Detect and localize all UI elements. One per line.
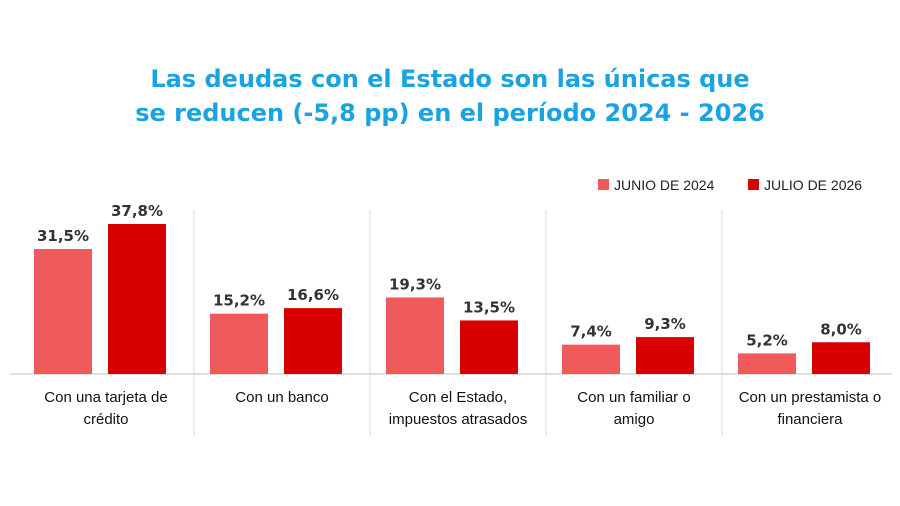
bar (108, 224, 166, 374)
chart-title: Las deudas con el Estado son las únicas … (0, 62, 900, 130)
legend-label: JUNIO DE 2024 (614, 177, 715, 193)
bar (812, 342, 870, 374)
bar (738, 353, 796, 374)
data-label: 31,5% (37, 227, 89, 245)
chart-title-line-1: Las deudas con el Estado son las únicas … (150, 65, 750, 93)
legend-swatch (748, 179, 759, 190)
bar (636, 337, 694, 374)
category-label: Con el Estado, (409, 389, 507, 406)
category-label: crédito (83, 411, 128, 428)
category-label: Con un familiar o (577, 389, 690, 406)
data-label: 7,4% (570, 323, 612, 341)
category-label: impuestos atrasados (389, 411, 527, 428)
bar (460, 320, 518, 374)
category-label: Con un prestamista o (739, 389, 882, 406)
data-label: 8,0% (820, 320, 862, 338)
legend-label: JULIO DE 2026 (764, 177, 862, 193)
category-label: financiera (777, 411, 843, 428)
data-label: 9,3% (644, 315, 686, 333)
data-label: 15,2% (213, 292, 265, 310)
data-label: 16,6% (287, 286, 339, 304)
bar (284, 308, 342, 374)
data-label: 37,8% (111, 202, 163, 220)
chart-title-line-2: se reducen (-5,8 pp) en el período 2024 … (135, 99, 765, 127)
data-label: 5,2% (746, 331, 788, 349)
bar (562, 344, 620, 374)
bar (210, 313, 268, 374)
bar (34, 249, 92, 374)
category-label: Con una tarjeta de (44, 389, 167, 406)
category-label: amigo (614, 411, 655, 428)
category-label: Con un banco (235, 389, 328, 406)
legend-swatch (598, 179, 609, 190)
bar (386, 297, 444, 374)
data-label: 13,5% (463, 298, 515, 316)
data-label: 19,3% (389, 275, 441, 293)
